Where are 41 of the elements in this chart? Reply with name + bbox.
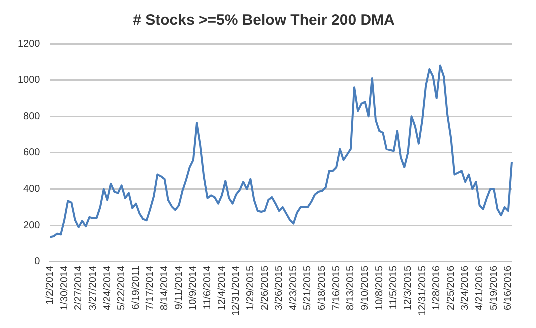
- x-tick-label: 1/28/2016: [432, 266, 443, 310]
- x-tick-label: 4/21/2016: [474, 266, 486, 310]
- y-tick-label: 400: [24, 184, 41, 196]
- x-tick-label: 8/14/2014: [160, 266, 171, 310]
- x-tick-label: 6/19/2011: [130, 266, 142, 310]
- x-tick-label: 2/26/2015: [260, 266, 271, 310]
- x-tick-label: 7/17/2014: [145, 266, 156, 310]
- x-tick-label: 4/24/2014: [102, 266, 114, 310]
- y-tick-label: 1000: [18, 75, 41, 86]
- x-tick-label: 12/31/2014: [231, 266, 242, 316]
- x-tick-label: 5/21/2015: [302, 266, 314, 310]
- x-tick-label: 5/19/2016: [488, 266, 500, 310]
- x-tick-label: 1/29/2015: [245, 266, 256, 310]
- y-tick-label: 800: [24, 111, 41, 122]
- x-tick-label: 6/16/2016: [503, 266, 514, 310]
- x-tick-label: 12/4/2014: [216, 266, 228, 310]
- chart-title: # Stocks >=5% Below Their 200 DMA: [133, 12, 396, 30]
- y-tick-label: 0: [34, 256, 41, 268]
- x-tick-label: 9/11/2014: [174, 266, 185, 310]
- x-tick-label: 12/3/2015: [402, 266, 414, 310]
- x-tick-label: 3/26/2015: [274, 266, 286, 310]
- x-tick-label: 10/8/2015: [374, 266, 386, 310]
- y-tick-label: 200: [24, 220, 41, 232]
- x-tick-label: 10/9/2014: [188, 266, 200, 310]
- x-tick-label: 4/23/2015: [288, 266, 300, 310]
- x-tick-label: 5/22/2014: [116, 266, 128, 310]
- x-tick-label: 2/25/2016: [446, 266, 457, 310]
- x-tick-label: 3/27/2014: [88, 266, 99, 310]
- x-tick-label: 3/24/2016: [460, 266, 472, 310]
- x-tick-label: 6/18/2015: [317, 266, 328, 310]
- x-tick-label: 2/27/2014: [74, 266, 85, 310]
- x-tick-label: 7/16/2015: [331, 266, 342, 310]
- y-tick-label: 1200: [18, 38, 41, 50]
- x-tick-label: 11/5/2015: [388, 266, 400, 310]
- x-tick-label: 1/2/2014: [44, 266, 56, 305]
- x-tick-label: 9/10/2015: [360, 266, 371, 310]
- x-tick-label: 12/31/2015: [417, 266, 428, 316]
- y-tick-label: 600: [24, 148, 41, 159]
- x-tick-label: 11/6/2014: [202, 266, 214, 310]
- x-tick-label: 1/30/2014: [59, 266, 70, 310]
- x-tick-label: 8/13/2015: [346, 266, 357, 310]
